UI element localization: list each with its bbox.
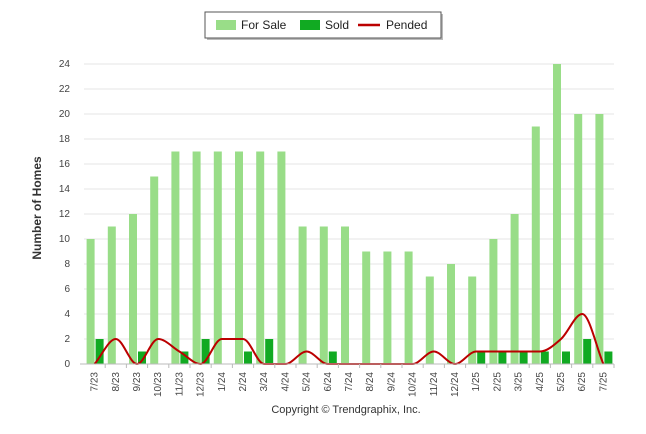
x-tick-labels: 7/23 8/23 9/23 10/23 11/23 12/23 1/24 2/24 3/24 4… bbox=[90, 372, 610, 397]
for-sale-bar bbox=[277, 151, 286, 364]
x-tick-label: 11/23 bbox=[174, 372, 185, 397]
y-tick-label: 24 bbox=[59, 59, 71, 70]
legend-label-pended: Pended bbox=[386, 18, 427, 32]
for-sale-bar bbox=[256, 151, 265, 364]
x-tick-label: 8/24 bbox=[365, 372, 376, 392]
legend-label-for-sale: For Sale bbox=[241, 18, 287, 32]
sold-bar bbox=[201, 339, 210, 364]
for-sale-bar bbox=[171, 151, 180, 364]
for-sale-bar bbox=[235, 151, 243, 364]
x-tick-label: 9/24 bbox=[386, 372, 397, 392]
x-tick-label: 7/25 bbox=[598, 372, 609, 392]
x-tick-label: 2/25 bbox=[492, 372, 503, 392]
for-sale-bar bbox=[404, 251, 413, 364]
for-sale-bar bbox=[531, 126, 540, 364]
sold-bar bbox=[95, 339, 104, 364]
y-axis-title: Number of Homes bbox=[30, 156, 44, 260]
y-tick-label: 12 bbox=[59, 209, 71, 220]
for-sale-bar bbox=[129, 214, 137, 364]
x-tick-label: 10/24 bbox=[408, 372, 419, 397]
y-tick-label: 2 bbox=[64, 334, 70, 345]
x-tick-label: 11/24 bbox=[429, 372, 440, 397]
x-tick-label: 10/23 bbox=[153, 372, 164, 397]
for-sale-bar bbox=[341, 226, 349, 364]
y-tick-label: 10 bbox=[59, 234, 71, 245]
for-sale-bar bbox=[150, 176, 159, 364]
for-sale-bar bbox=[107, 226, 116, 364]
x-tick-label: 5/25 bbox=[556, 372, 567, 392]
for-sale-bar bbox=[319, 226, 328, 364]
for-sale-bar bbox=[86, 239, 95, 364]
x-tick-label: 7/23 bbox=[90, 372, 101, 392]
for-sale-bar bbox=[574, 114, 583, 364]
sold-bar bbox=[328, 351, 337, 364]
sold-bar bbox=[265, 339, 274, 364]
legend: For Sale Sold Pended bbox=[204, 11, 443, 40]
for-sale-bar bbox=[553, 64, 561, 364]
y-tick-label: 22 bbox=[59, 84, 71, 95]
for-sale-bar bbox=[425, 276, 434, 364]
sold-bar bbox=[583, 339, 592, 364]
legend-swatch-for-sale bbox=[216, 20, 236, 30]
x-tick-label: 4/24 bbox=[280, 372, 291, 392]
x-tick-label: 5/24 bbox=[302, 372, 313, 392]
for-sale-bar bbox=[447, 264, 455, 364]
copyright-text: Copyright © Trendgraphix, Inc. bbox=[271, 404, 420, 416]
sold-bar bbox=[562, 351, 570, 364]
x-tick-label: 1/25 bbox=[471, 372, 482, 392]
for-sale-bars bbox=[86, 64, 604, 364]
x-tick-label: 12/24 bbox=[450, 372, 461, 397]
sold-bars bbox=[95, 339, 613, 364]
legend-label-sold: Sold bbox=[325, 18, 349, 32]
y-tick-label: 14 bbox=[59, 184, 71, 195]
sold-bar bbox=[477, 351, 486, 364]
for-sale-bar bbox=[192, 151, 201, 364]
y-tick-label: 18 bbox=[59, 134, 71, 145]
y-tick-label: 0 bbox=[64, 359, 70, 370]
sold-bar bbox=[244, 351, 252, 364]
for-sale-bar bbox=[362, 251, 371, 364]
x-tick-label: 12/23 bbox=[196, 372, 207, 397]
for-sale-bar bbox=[510, 214, 519, 364]
sold-bar bbox=[519, 351, 528, 364]
for-sale-bar bbox=[298, 226, 307, 364]
sold-bar bbox=[138, 351, 146, 364]
x-tick-label: 7/24 bbox=[344, 372, 355, 392]
sold-bar bbox=[604, 351, 613, 364]
y-tick-label: 6 bbox=[64, 284, 70, 295]
for-sale-bar bbox=[213, 151, 222, 364]
x-tick-label: 6/24 bbox=[323, 372, 334, 392]
for-sale-bar bbox=[468, 276, 477, 364]
for-sale-bar bbox=[383, 251, 392, 364]
x-tick-label: 6/25 bbox=[577, 372, 588, 392]
axes bbox=[80, 363, 615, 368]
sold-bar bbox=[540, 351, 549, 364]
x-tick-label: 9/23 bbox=[132, 372, 143, 392]
x-tick-label: 3/25 bbox=[514, 372, 525, 392]
y-tick-label: 8 bbox=[64, 259, 70, 270]
sold-bar bbox=[498, 351, 507, 364]
legend-swatch-sold bbox=[300, 20, 320, 30]
x-tick-label: 3/24 bbox=[259, 372, 270, 392]
sold-bar bbox=[180, 351, 189, 364]
for-sale-bar bbox=[489, 239, 498, 364]
x-tick-label: 1/24 bbox=[217, 372, 228, 392]
for-sale-bar bbox=[595, 114, 604, 364]
y-tick-label: 20 bbox=[59, 109, 71, 120]
x-tick-label: 8/23 bbox=[111, 372, 122, 392]
y-tick-label: 16 bbox=[59, 159, 71, 170]
x-tick-label: 2/24 bbox=[238, 372, 249, 392]
y-tick-label: 4 bbox=[64, 309, 70, 320]
x-tick-label: 4/25 bbox=[535, 372, 546, 392]
